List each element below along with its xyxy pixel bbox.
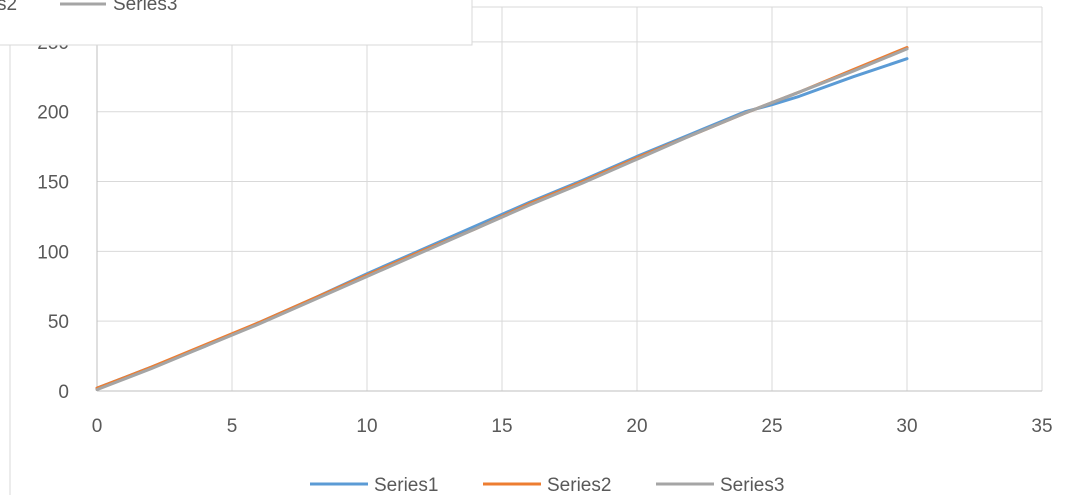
y-tick-label: 0 xyxy=(58,382,69,403)
axes xyxy=(96,7,1042,392)
cutoff-legend-label-1: s2 xyxy=(0,0,17,15)
x-tick-label: 35 xyxy=(1031,416,1052,437)
x-tick-label: 0 xyxy=(92,416,103,437)
x-tick-label: 30 xyxy=(896,416,917,437)
legend-label-series1: Series1 xyxy=(374,475,438,495)
x-tick-label: 10 xyxy=(356,416,377,437)
x-tick-label: 25 xyxy=(761,416,782,437)
series-layer xyxy=(95,46,909,392)
y-tick-label: 100 xyxy=(37,242,69,263)
x-tick-label: 5 xyxy=(227,416,238,437)
y-tick-label: 150 xyxy=(37,173,69,194)
legend: Series1 Series2 Series3 xyxy=(310,475,784,495)
x-tick-label: 20 xyxy=(626,416,647,437)
x-axis-ticks: 0 5 10 15 20 25 30 35 xyxy=(92,416,1053,437)
legend-label-series2: Series2 xyxy=(547,475,611,495)
cutoff-legend: s2 Series3 xyxy=(0,0,473,46)
gridlines xyxy=(97,6,1043,391)
y-tick-label: 200 xyxy=(37,103,69,124)
legend-label-series3: Series3 xyxy=(720,475,784,495)
x-tick-label: 15 xyxy=(491,416,512,437)
series-line-series3 xyxy=(95,47,909,392)
cutoff-legend-label-2: Series3 xyxy=(113,0,177,15)
y-tick-label: 50 xyxy=(48,312,69,333)
cutoff-legend-box xyxy=(0,0,473,46)
